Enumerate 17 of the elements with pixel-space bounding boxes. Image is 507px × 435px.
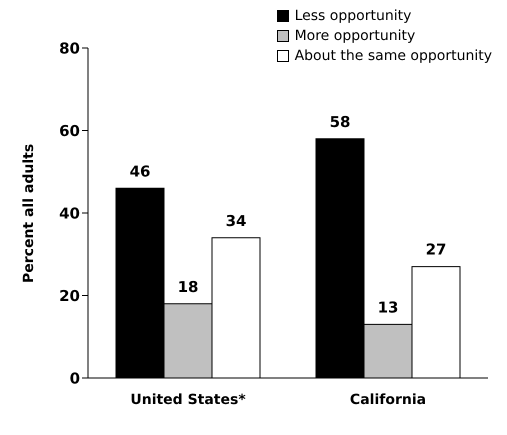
y-tick-label: 20 <box>59 286 80 305</box>
data-label: 34 <box>226 212 246 230</box>
data-label: 58 <box>330 112 350 131</box>
legend-label: More opportunity <box>294 28 416 44</box>
y-tick-label: 40 <box>59 204 80 222</box>
data-label: 46 <box>130 162 150 180</box>
y-tick-label: 60 <box>59 122 80 140</box>
y-axis-title: Percent all adults <box>20 144 37 283</box>
y-tick-label: 80 <box>59 39 80 58</box>
y-tick-label: 0 <box>70 369 80 388</box>
x-tick-label: California <box>350 392 426 408</box>
legend-label: Less opportunity <box>294 8 412 24</box>
data-label: 27 <box>426 240 446 259</box>
data-label: 18 <box>178 278 198 296</box>
data-label: 13 <box>378 298 398 316</box>
x-tick-label: United States* <box>130 392 246 408</box>
legend-label: About the same opportunity <box>294 48 492 64</box>
